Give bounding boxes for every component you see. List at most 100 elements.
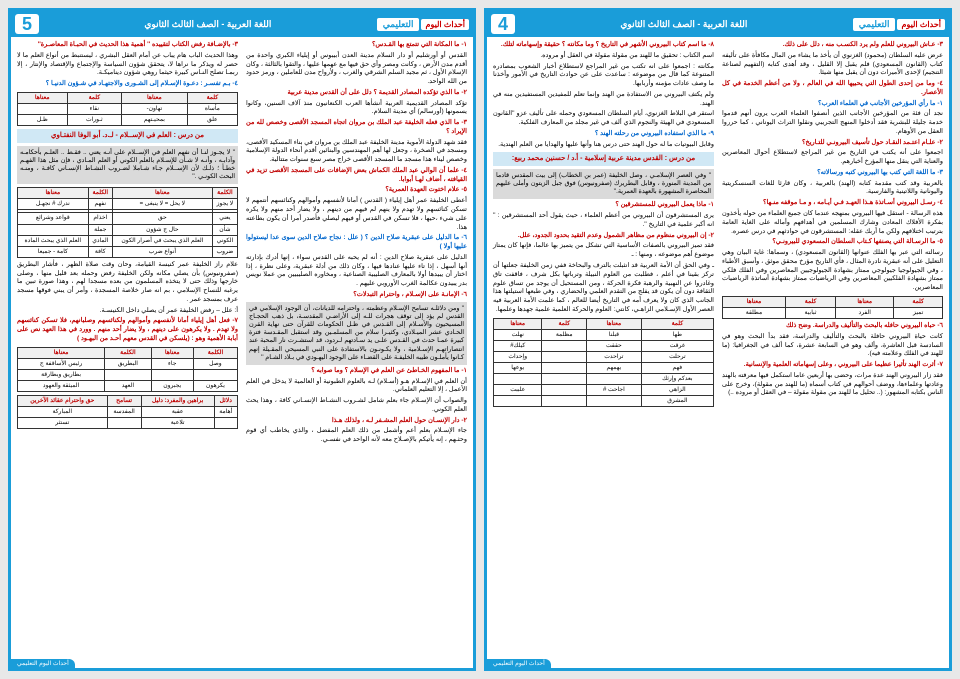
table-header: حق واحترام عقائد الآخرين [18, 396, 108, 407]
vocab-table: كلمةمعناهاكلمةمعناهاتميزالفردثبابيةمطلقة [722, 296, 943, 319]
answer-text: رسالته التي عبر بها الفلك عنوانها (القان… [722, 249, 943, 291]
table-header: كلمة [641, 318, 713, 329]
question-red: ٤- رسـل البيروني أسـاتذة هـذا العهـد فـي… [763, 199, 943, 206]
answer-text: يرى المستشرقون أن البيروني من أعظم العلم… [493, 212, 714, 228]
question-red: ٢- دار الإنسـان حول العلم المشـفر لـه ، … [332, 417, 467, 424]
question-red: ٤- علما أن الوالي عبد الملك الكماش بعض ا… [246, 167, 467, 183]
answer-text: عرض عليه السلطان (محمود) الغزنوي أن يأخذ… [722, 52, 943, 77]
answer-text: نجد أن فئة من المؤرخين الأجانب الذين أنص… [722, 110, 943, 135]
question-red: ٥- علام اختوت العهدة العمرية؟ [385, 186, 467, 193]
table-header: تسامح [107, 396, 141, 407]
answer-text: تؤكد المصادر القديمية العربية أنشأها الع… [246, 100, 467, 116]
question-blue: ١- ما رأي المؤرخين الأجانب في العلماء ال… [818, 100, 943, 107]
question-red: ٦- الإمانـة على الإسـلام ، واحترام التبد… [353, 291, 467, 298]
vocab-table: دلائلبراهين والمفرد: دليلتسامححق واحترام… [17, 395, 238, 429]
table-header: دلائل [214, 396, 237, 407]
vocab-table: كلمةمعناهاكلمةمعناهامأساةتهاون-نقاءعلقبم… [17, 92, 238, 126]
table-row: ضروبأنواع ضربكافةكامة - جميعا [18, 246, 238, 257]
vocab-table: كلمةمعناهاكلمةمعناهاطهاقبلنامظلمةنهلتغرق… [493, 318, 714, 408]
table-header: معناها [18, 347, 105, 358]
answer-text: كانت حياة البيروني حافلة بالبحث والتأليف… [722, 333, 943, 358]
answer-text: فقد زار البيروني الهند عدة مرات، وحضى به… [722, 372, 943, 397]
table-row: تميزالفردثبابيةمطلقة [723, 308, 943, 319]
answer-text: أن العلم في الإسـلام هـو (أسـلام) لـه با… [246, 378, 467, 394]
table-header: الكلمة [212, 188, 237, 199]
question-red: ٧- فعل أهل إيلياء أمانا لأنفسهم وأموالهم… [17, 317, 238, 342]
excerpt-block: '' وفي العصر الإسلامـي ، وصل الخليفة (عم… [493, 169, 714, 200]
table-header: معناها [494, 318, 542, 329]
table-header: الكلمة [88, 188, 112, 199]
table-row: الكونيالعلم الذي يبحث في أصرار الكونالما… [18, 235, 238, 246]
edu-tag: التعليمي [853, 18, 896, 31]
answer-text: اجمعوا على أنه يكتب في التاريخ من غير ال… [722, 149, 943, 165]
question-red: ٤- وما من إحدى الطول التي يحبيها الله في… [722, 80, 943, 96]
header-subject: اللغة العربية - الصف الثالث الثانوي [39, 19, 377, 30]
table-row: لا يجوزلا يحل = لا ينبغى =نفهمندرك # نجه… [18, 199, 238, 210]
logo-group: التعليمي أحداث اليوم [377, 18, 469, 31]
answer-text: هذه الرسالة - استقل فيها البيروني بمنهجه… [722, 210, 943, 235]
excerpt-block: '' لا يجـوز لنـا أن نفهم العلم في الإســ… [17, 146, 238, 185]
question-red: ٥- ما الرسـالة التي يصنفها كـتاب السلطان… [772, 238, 943, 245]
table-row: غرقتحققتكيلك# [494, 340, 714, 351]
question-red: ٢- علـام اعتـمد النقـاد حول تأسيف البيرو… [802, 139, 943, 146]
question-red: ٣- ما الذي فعله الخليفة عبد الملك بن مرو… [246, 119, 467, 135]
answer-text: أعطى الخليفة عمر أهل إيلياء ( القدس ) أم… [246, 197, 467, 230]
question-red: ٢- ما الذي تؤكده المصادر القديمة ؟ دلل ع… [288, 89, 467, 96]
logo-group: التعليمي أحداث اليوم [853, 18, 945, 31]
page-number: 5 [15, 14, 39, 34]
table-row: المشرق [494, 396, 714, 407]
answer-text: ولم يكتف البيروني من الاستفادة من الهند … [493, 91, 714, 107]
question-blue: ٩- ما الذي استفاده البيروني من رحلته اله… [595, 130, 714, 137]
answer-text: جاء الإسـلام بعلم أعم وأشمل من ذلك العلم… [246, 427, 467, 443]
table-row: الزاهياجاحت #علببت [494, 385, 714, 396]
table-header: براهين والمفرد: دليل [141, 396, 214, 407]
table-row: تلاعبةتستثر [18, 418, 238, 429]
question-red: ١- ما المكانة التي تتمتع بها القـدس؟ [372, 41, 467, 48]
table-header: معناها [18, 188, 89, 199]
table-row: ترحلتتراحدتوإحداث [494, 351, 714, 362]
table-row: يكرهونيجبرونالعهدالميثقة والعهود [18, 380, 238, 391]
footer: أحداث اليوم التعليمي [487, 659, 551, 668]
section-title: من درس : العلم في الإســلام - لـ.د. أبو … [17, 129, 238, 142]
table-row: بعدكم وإرثك [494, 374, 714, 385]
question-red: ١- ما المفهوم الخـاطئ عن العلم في الإسلا… [311, 367, 467, 374]
page-number: 4 [491, 14, 515, 34]
table-row: علقبمحيـتهمثـوراتظـل [18, 115, 238, 126]
logo: أحداث اليوم [421, 19, 469, 30]
vocab-table: الكلمةمعناهاالكلمةمعناهاوصلجاءالبطريقرئي… [17, 347, 238, 392]
question-red: ٣- بالإضـافة رفض الكتاب لتقييده '' أهمية… [38, 41, 238, 48]
answer-text: ـ وفي الحق أن الأمة العربية قد انثبلت با… [493, 262, 714, 313]
answer-text: علام راز الخليفة عمر كنيسة القيامة، وحان… [17, 261, 238, 303]
answer-text: فقد تميز البيروني بالصفات الأساسية التي … [493, 242, 714, 258]
table-header: كلمة [785, 296, 835, 307]
page-header: 4 اللغة العربية - الصف الثالث الثانوي ال… [487, 11, 949, 37]
page-header: 5 اللغة العربية - الصف الثالث الثانوي ال… [11, 11, 473, 37]
table-header: معناها [151, 347, 193, 358]
table-header: معناها [112, 188, 212, 199]
question-blue: ٤- بـم تفسـر : دعـوة الإسـلام إلى الشـور… [46, 80, 238, 87]
question-red: ١- ماذا يعمل البيروني للمستشرقين ؟ [615, 201, 714, 208]
answer-text: وقابل البيوتيات ما له حول الهند حتى درس … [498, 141, 714, 148]
page-right: 4 اللغة العربية - الصف الثالث الثانوي ال… [484, 8, 952, 671]
table-header: الكلمة [105, 347, 151, 358]
table-header: كلمة [542, 318, 587, 329]
answer-text: استقر في البلاط الغزنوي، أيام السلطان ال… [493, 110, 714, 126]
answer-text: وهذا الحديث الباب هام يباب عن أمام العقل… [17, 52, 238, 77]
table-row: بطاريق وبطارقة [18, 369, 238, 380]
answer-text: والصواب أن الإسـلام جاء بعلم شامل لشـروب… [246, 397, 467, 413]
table-row: وصلجاءالبطريقرئيس الأساقفة ج [18, 358, 238, 369]
answer-text: أ: علل – رفض الخليفة عمر أن يصلي داخل ال… [100, 307, 238, 314]
question-red: ٨- ما اسم كتاب البيروني الأشهر في التاري… [501, 41, 714, 48]
question-red: ٧- أثرت الهند تأثيرا عظيما على البيروني … [744, 361, 943, 368]
table-header: الكلمة [193, 347, 237, 358]
answer-text: الدليل على عبقرية صلاح الدين : أنه لم يح… [246, 254, 467, 287]
table-row: شأنحال ج شؤونجملة [18, 224, 238, 235]
header-subject: اللغة العربية - الصف الثالث الثانوي [515, 19, 853, 30]
table-row: فهميهمهميوعها [494, 362, 714, 373]
answer-text: فقد شهد الدولة الأموية مدينة الخليفة عبد… [246, 139, 467, 164]
table-header: معناها [836, 296, 894, 307]
table-row: أهامةعقبةالمفدسةالمباركة [18, 407, 238, 418]
question-blue: ٣- ما اللغة التي كتب بها البيروني كتبه و… [817, 169, 943, 176]
table-row: يعنيحقاخذامقواعد وشرائع [18, 213, 238, 224]
answer-text: مكانته : اجمعوا على انه تكتب من غير المر… [493, 63, 714, 88]
